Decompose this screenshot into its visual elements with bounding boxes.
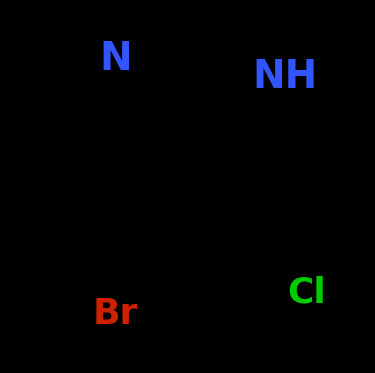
Text: NH: NH [253, 58, 318, 96]
Text: N: N [99, 40, 132, 78]
Text: Br: Br [93, 297, 138, 331]
Text: Cl: Cl [287, 276, 326, 310]
